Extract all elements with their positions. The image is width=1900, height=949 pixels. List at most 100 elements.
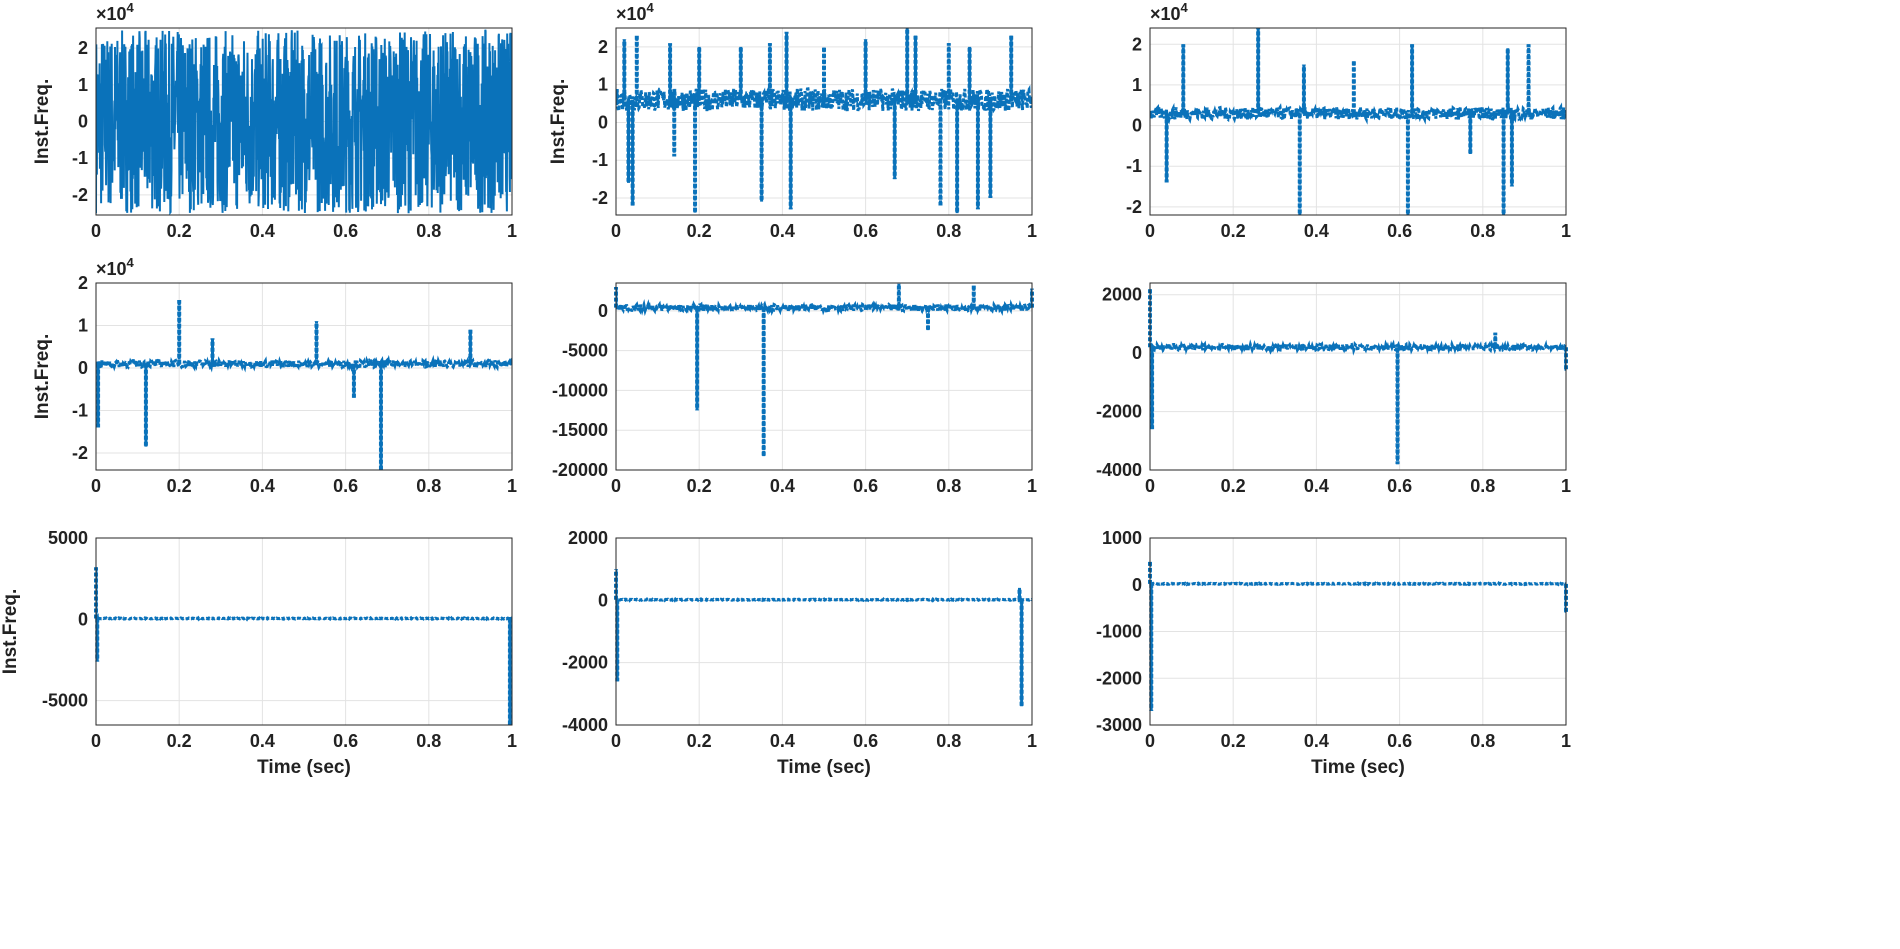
- axes-box: [95, 537, 513, 726]
- y-tick-label: -1: [1126, 156, 1142, 176]
- y-tick-label: 2: [78, 273, 88, 293]
- y-tick-label: 0: [78, 358, 88, 378]
- x-tick-label: 0.8: [416, 221, 441, 241]
- x-tick-label: 0.2: [687, 476, 712, 496]
- x-tick-label: 1: [507, 476, 517, 496]
- y-tick-label: -15000: [552, 420, 608, 440]
- y-tick-label: 0: [1132, 343, 1142, 363]
- series-line: [96, 567, 512, 725]
- y-tick-label: 2: [78, 38, 88, 58]
- subplot-6: 0 0.2 0.4 0.6 0.8 1 -4000 -2000 0 2000: [1096, 282, 1571, 496]
- y-tick-label: 1: [1132, 75, 1142, 95]
- x-tick-label: 0.6: [1387, 221, 1412, 241]
- x-axis-label: Time (sec): [1311, 757, 1405, 778]
- subplot-5: 0 0.2 0.4 0.6 0.8 1 -20000 -15000 -10000 -5000 0: [552, 282, 1037, 496]
- y-tick-label: -4000: [1096, 460, 1142, 480]
- x-tick-label: 0.2: [167, 731, 192, 751]
- y-tick-label: 2: [1132, 34, 1142, 54]
- y-tick-label: -2: [72, 443, 88, 463]
- axes-box: [1149, 27, 1567, 216]
- x-tick-label: 0: [1145, 731, 1155, 751]
- exponent-label: ×104: [96, 0, 135, 24]
- y-tick-label: -5000: [42, 691, 88, 711]
- y-tick-label: -1000: [1096, 622, 1142, 642]
- series-line: [96, 300, 512, 470]
- axes-box: [615, 282, 1033, 471]
- y-tick-label: -2: [592, 188, 608, 208]
- x-axis-label: Time (sec): [777, 757, 871, 778]
- x-tick-label: 0.6: [853, 476, 878, 496]
- y-tick-label: -2000: [1096, 668, 1142, 688]
- subplot-3: 0 0.2 0.4 0.6 0.8 1 -2 -1 0 1 2 ×104: [1126, 0, 1571, 241]
- x-tick-label: 0.4: [770, 731, 795, 751]
- x-tick-label: 1: [507, 221, 517, 241]
- x-tick-label: 0: [91, 731, 101, 751]
- subplot-1: 0 0.2 0.4 0.6 0.8 1 -2 -1 0 1 2 ×104 Inst.Freq.: [32, 0, 517, 241]
- x-tick-label: 0: [611, 731, 621, 751]
- series-line: [616, 28, 1032, 214]
- x-tick-label: 0.4: [1304, 731, 1329, 751]
- series-line: [1150, 28, 1566, 215]
- y-tick-label: -2000: [562, 653, 608, 673]
- y-tick-label: -3000: [1096, 715, 1142, 735]
- x-tick-label: 0.4: [770, 221, 795, 241]
- x-tick-label: 0.8: [1470, 476, 1495, 496]
- y-tick-label: -20000: [552, 460, 608, 480]
- subplot-2: 0 0.2 0.4 0.6 0.8 1 -2 -1 0 1 2 ×104 Inst.Freq.: [548, 0, 1037, 241]
- x-tick-label: 0.4: [250, 731, 275, 751]
- x-tick-label: 1: [507, 731, 517, 751]
- y-tick-label: -2: [72, 185, 88, 205]
- y-tick-label: 0: [78, 609, 88, 629]
- y-tick-label: -1: [72, 148, 88, 168]
- x-tick-label: 0: [611, 221, 621, 241]
- y-tick-label: -10000: [552, 380, 608, 400]
- y-tick-label: 0: [1132, 116, 1142, 136]
- x-tick-label: 0.6: [1387, 476, 1412, 496]
- x-tick-label: 0.8: [1470, 221, 1495, 241]
- x-tick-label: 0.8: [1470, 731, 1495, 751]
- y-tick-label: -4000: [562, 715, 608, 735]
- y-tick-label: 2000: [1102, 285, 1142, 305]
- y-tick-label: -1: [72, 401, 88, 421]
- y-axis-label: Inst.Freq.: [0, 589, 21, 675]
- y-tick-label: 1: [78, 316, 88, 336]
- x-tick-label: 0.2: [167, 221, 192, 241]
- y-tick-label: 0: [78, 112, 88, 132]
- exponent-label: ×104: [616, 0, 655, 24]
- y-tick-label: 1: [78, 75, 88, 95]
- axes-box: [95, 282, 513, 471]
- x-tick-label: 0.6: [853, 731, 878, 751]
- subplot-4: 0 0.2 0.4 0.6 0.8 1 -2 -1 0 1 2 ×104 Inst.Freq.: [32, 255, 517, 496]
- x-tick-label: 0.6: [333, 731, 358, 751]
- y-tick-label: 2: [598, 37, 608, 57]
- series-line: [616, 569, 1032, 707]
- x-tick-label: 0.2: [687, 221, 712, 241]
- y-tick-label: 5000: [48, 528, 88, 548]
- x-tick-label: 0.8: [936, 476, 961, 496]
- x-tick-label: 0.2: [687, 731, 712, 751]
- x-tick-label: 1: [1561, 221, 1571, 241]
- axes-box: [1149, 282, 1567, 471]
- axes-box: [615, 537, 1033, 726]
- x-tick-label: 0.6: [333, 221, 358, 241]
- x-tick-label: 0: [91, 221, 101, 241]
- x-tick-label: 1: [1561, 731, 1571, 751]
- x-tick-label: 1: [1027, 731, 1037, 751]
- y-axis-label: Inst.Freq.: [32, 334, 53, 420]
- x-tick-label: 0.2: [1221, 476, 1246, 496]
- y-tick-label: 0: [1132, 575, 1142, 595]
- y-tick-label: 2000: [568, 528, 608, 548]
- series-line: [1150, 288, 1566, 465]
- x-tick-label: 0.4: [770, 476, 795, 496]
- x-axis-label: Time (sec): [257, 757, 351, 778]
- x-tick-label: 1: [1027, 476, 1037, 496]
- axes-box: [615, 27, 1033, 216]
- x-tick-label: 0: [91, 476, 101, 496]
- series-line: [1150, 561, 1566, 711]
- x-tick-label: 0.4: [1304, 476, 1329, 496]
- y-tick-label: 0: [598, 112, 608, 132]
- exponent-label: ×104: [1150, 0, 1189, 24]
- series-line: [96, 29, 512, 215]
- x-tick-label: 0.8: [416, 476, 441, 496]
